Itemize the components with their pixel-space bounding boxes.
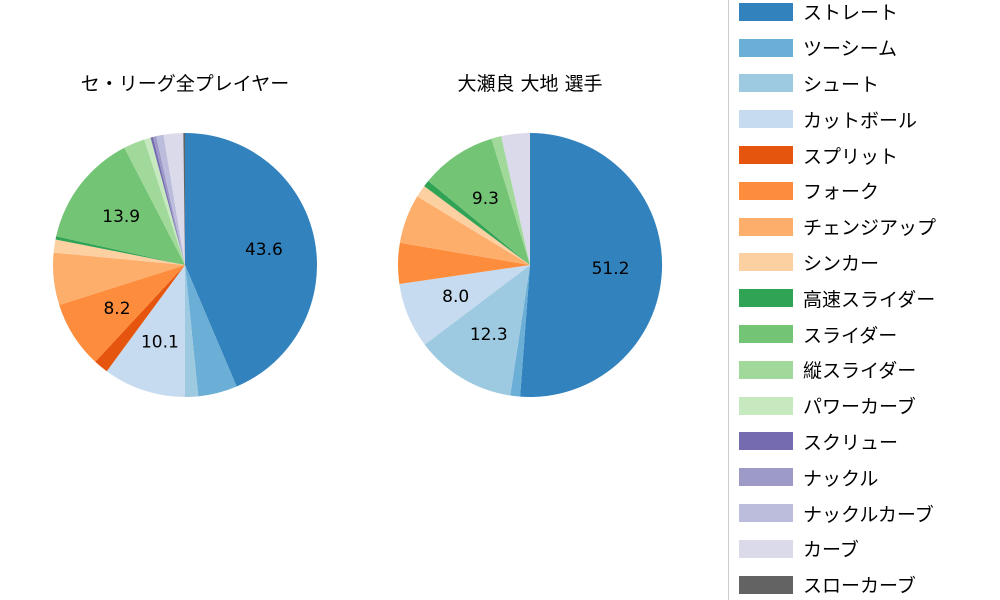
pie-slice	[399, 196, 530, 265]
legend-swatch	[739, 74, 793, 93]
legend-item: パワーカーブ	[729, 388, 1000, 424]
legend-item-label: ナックル	[803, 467, 879, 490]
legend-item: 縦スライダー	[729, 352, 1000, 388]
pie-value-label: 9.3	[472, 189, 499, 209]
pie-slice	[152, 136, 185, 265]
legend-item: ナックル	[729, 459, 1000, 495]
legend-swatch	[739, 289, 793, 308]
pie-value-label: 8.0	[442, 287, 469, 307]
pie-chart-right: 51.2 12.38.0 9.3	[397, 132, 663, 397]
legend-item: スライダー	[729, 316, 1000, 352]
legend-item: シンカー	[729, 245, 1000, 281]
legend-item-label: フォーク	[803, 181, 880, 204]
legend-item-label: シュート	[803, 73, 880, 96]
pie-slice	[59, 265, 185, 362]
pie-slice	[144, 137, 185, 265]
pie-value-label: 51.2	[592, 259, 630, 279]
pie-value-label: 10.1	[141, 333, 179, 353]
legend-swatch	[739, 38, 793, 57]
legend-item-label: スライダー	[803, 324, 898, 347]
legend-item-label: カーブ	[803, 539, 859, 562]
pie-slice	[185, 133, 317, 387]
legend-item: スプリット	[729, 137, 1000, 173]
pie-slice	[185, 265, 199, 397]
pie-slice	[399, 265, 530, 345]
legend-item-label: パワーカーブ	[803, 396, 916, 419]
legend-swatch	[739, 575, 793, 594]
pie-slice	[491, 136, 530, 265]
pie-slice	[417, 186, 530, 265]
legend-item: カットボール	[729, 101, 1000, 137]
legend-item-label: 縦スライダー	[803, 360, 917, 383]
legend-item-label: ツーシーム	[803, 38, 898, 61]
pie-slice	[150, 136, 185, 265]
pie-slice	[510, 265, 530, 397]
legend-item: スローカーブ	[729, 567, 1000, 600]
legend-item-label: スクリュー	[803, 431, 899, 454]
pie-slice	[53, 252, 185, 305]
legend-swatch	[739, 539, 793, 558]
pie-slice	[185, 265, 237, 397]
legend: ストレートツーシームシュートカットボール スプリットフォークチェンジアップ シンカー…	[728, 0, 1000, 600]
legend-swatch	[739, 325, 793, 344]
pie-slice	[55, 236, 185, 265]
pie-slice	[95, 265, 185, 372]
chart-title-right: 大瀬良 大地 選手	[457, 73, 603, 95]
pie-slice	[53, 239, 186, 265]
pie-slice	[424, 180, 530, 265]
legend-item: シュート	[729, 66, 1000, 102]
pie-slice	[428, 138, 530, 265]
pie-slice	[501, 133, 530, 265]
legend-item: カーブ	[729, 531, 1000, 567]
legend-swatch	[739, 504, 793, 523]
pie-value-label: 8.2	[103, 299, 130, 319]
legend-swatch	[739, 360, 793, 379]
pie-slice	[124, 139, 185, 265]
pie-slice	[56, 147, 186, 265]
pie-chart-left: 43.6 10.1 8.2 13.9	[53, 133, 317, 397]
pie-slice	[163, 133, 185, 265]
pie-slice	[520, 132, 663, 397]
pie-slice	[424, 265, 530, 396]
legend-item-label: スプリット	[803, 145, 899, 168]
legend-swatch	[739, 146, 793, 165]
legend-item: ストレート	[729, 0, 1000, 30]
legend-swatch	[739, 468, 793, 487]
legend-item-label: シンカー	[803, 252, 880, 275]
legend-item: ツーシーム	[729, 30, 1000, 66]
pie-slice	[156, 134, 185, 265]
legend-swatch	[739, 181, 793, 200]
legend-item-label: スローカーブ	[803, 575, 916, 598]
legend-item-label: チェンジアップ	[803, 217, 937, 240]
legend-swatch	[739, 110, 793, 129]
legend-item: フォーク	[729, 173, 1000, 209]
pie-value-label: 43.6	[245, 240, 283, 260]
legend-item: 高速スライダー	[729, 280, 1000, 316]
legend-swatch	[739, 253, 793, 272]
legend-item: ナックルカーブ	[729, 495, 1000, 531]
legend-item: チェンジアップ	[729, 209, 1000, 245]
legend-item-label: カットボール	[803, 109, 918, 132]
legend-item: スクリュー	[729, 424, 1000, 460]
pie-value-label: 13.9	[102, 207, 140, 227]
legend-items: ストレートツーシームシュートカットボール スプリットフォークチェンジアップ シンカー…	[729, 0, 1000, 600]
legend-item-label: ナックルカーブ	[803, 503, 934, 526]
pie-value-label: 12.3	[470, 325, 508, 345]
legend-swatch	[739, 432, 793, 451]
pie-slice	[106, 265, 185, 397]
legend-swatch	[739, 217, 793, 236]
legend-swatch	[739, 396, 793, 415]
legend-swatch	[739, 2, 793, 21]
legend-item-label: 高速スライダー	[803, 288, 936, 311]
chart-title-left: セ・リーグ全プレイヤー	[80, 73, 290, 95]
pie-slice	[183, 133, 185, 265]
legend-item-label: ストレート	[803, 2, 899, 25]
pie-slice	[397, 242, 530, 285]
